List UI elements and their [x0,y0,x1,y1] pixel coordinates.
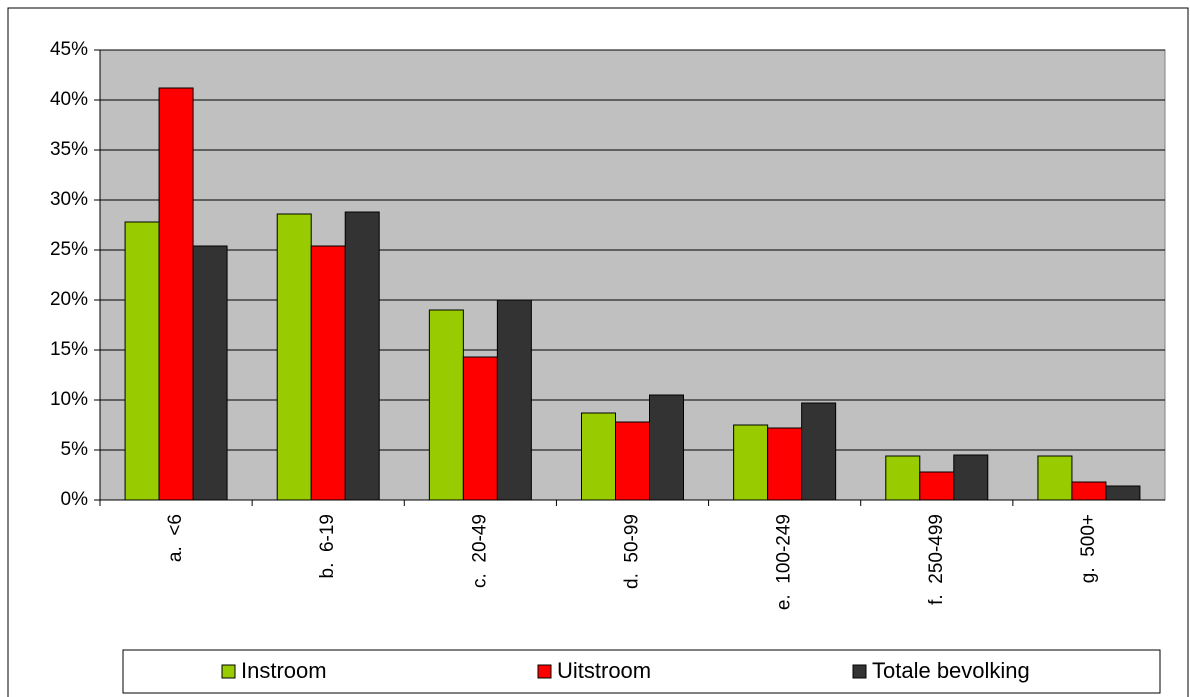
bar [496,299,532,501]
bar [192,245,228,501]
legend-swatch [221,664,236,679]
bar [1105,485,1141,501]
x-tick-label: b. 6-19 [317,514,338,578]
y-tick-label: 45% [50,39,88,60]
bar [462,356,498,501]
bar [767,427,803,501]
x-tick-label: d. 50-99 [622,514,643,589]
bar [733,424,769,501]
bar [581,412,616,501]
y-tick-label: 10% [50,389,88,410]
x-tick-label: e. 100-249 [774,514,795,610]
y-tick-label: 40% [50,89,88,110]
bar [276,213,312,501]
legend-swatch [537,664,552,679]
y-tick-label: 30% [50,189,88,210]
bar [428,309,464,501]
bar [158,87,194,501]
bar [344,211,380,501]
y-tick-label: 35% [50,139,88,160]
legend-label: Totale bevolking [872,658,1030,683]
y-tick-label: 15% [50,339,88,360]
legend-swatch [852,664,867,679]
bar [919,471,955,501]
x-tick-label: a. <6 [165,514,186,562]
legend [122,649,1161,694]
bar [615,421,650,501]
bar [953,454,989,501]
y-tick-label: 5% [61,439,89,460]
x-tick-label: c. 20-49 [469,514,490,588]
bar [885,455,921,501]
y-tick-label: 25% [50,239,88,260]
bar [649,394,684,501]
legend-label: Uitstroom [557,658,651,683]
bar [124,221,160,501]
bar [1037,455,1073,501]
x-tick-label: f. 250-499 [926,514,947,605]
bar [1071,481,1107,501]
y-tick-label: 20% [50,289,88,310]
bar [310,245,346,501]
y-tick-label: 0% [61,489,89,510]
x-tick-label: g. 500+ [1078,514,1099,583]
legend-label: Instroom [241,658,327,683]
bar [801,402,837,501]
